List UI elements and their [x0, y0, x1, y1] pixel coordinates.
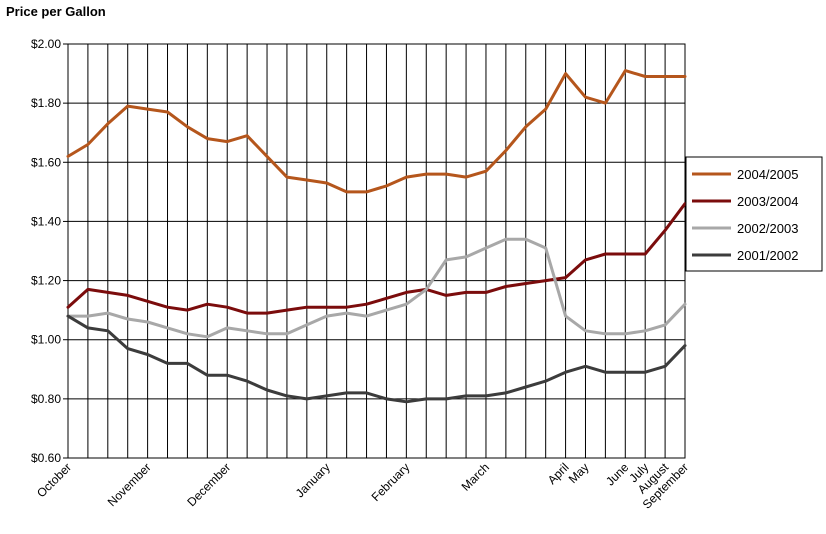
y-tick-label: $1.80: [31, 96, 61, 110]
y-tick-label: $0.80: [31, 392, 61, 406]
x-tick-label: May: [566, 460, 592, 486]
x-tick-label: January: [293, 460, 333, 500]
y-tick-label: $0.60: [31, 451, 61, 465]
x-axis-tick-labels: October November December January February Ma…: [34, 460, 691, 512]
series-lines: [66, 69, 687, 404]
vertical-gridlines: [87, 44, 666, 458]
x-tick-label: October: [34, 460, 74, 500]
chart-title: Price per Gallon: [6, 4, 106, 19]
y-tick-label: $2.00: [31, 37, 61, 51]
x-tick-label: November: [105, 460, 154, 509]
series-line-2003-2004: [66, 202, 687, 315]
y-tick-label: $1.00: [31, 333, 61, 347]
series-line-2004-2005: [66, 69, 687, 194]
y-tick-label: $1.60: [31, 155, 61, 169]
y-axis-tick-labels: $2.00 $1.80 $1.60 $1.40 $1.20 $1.00 $0.80 $0.60: [31, 37, 61, 465]
x-tick-label: February: [369, 460, 413, 504]
y-tick-label: $1.40: [31, 214, 61, 228]
series-line-2002-2003: [66, 237, 687, 339]
series-line-2001-2002: [66, 314, 687, 404]
x-tick-label: March: [459, 460, 492, 493]
y-tick-label: $1.20: [31, 274, 61, 288]
legend-label: 2001/2002: [737, 248, 798, 263]
legend: 2004/2005 2003/2004 2002/2003 2001/2002: [685, 156, 823, 272]
legend-label: 2002/2003: [737, 221, 798, 236]
legend-label: 2004/2005: [737, 167, 798, 182]
plot-area-border: [67, 43, 686, 459]
legend-label: 2003/2004: [737, 194, 798, 209]
legend-box: [685, 156, 823, 272]
x-tick-label: December: [184, 460, 233, 509]
